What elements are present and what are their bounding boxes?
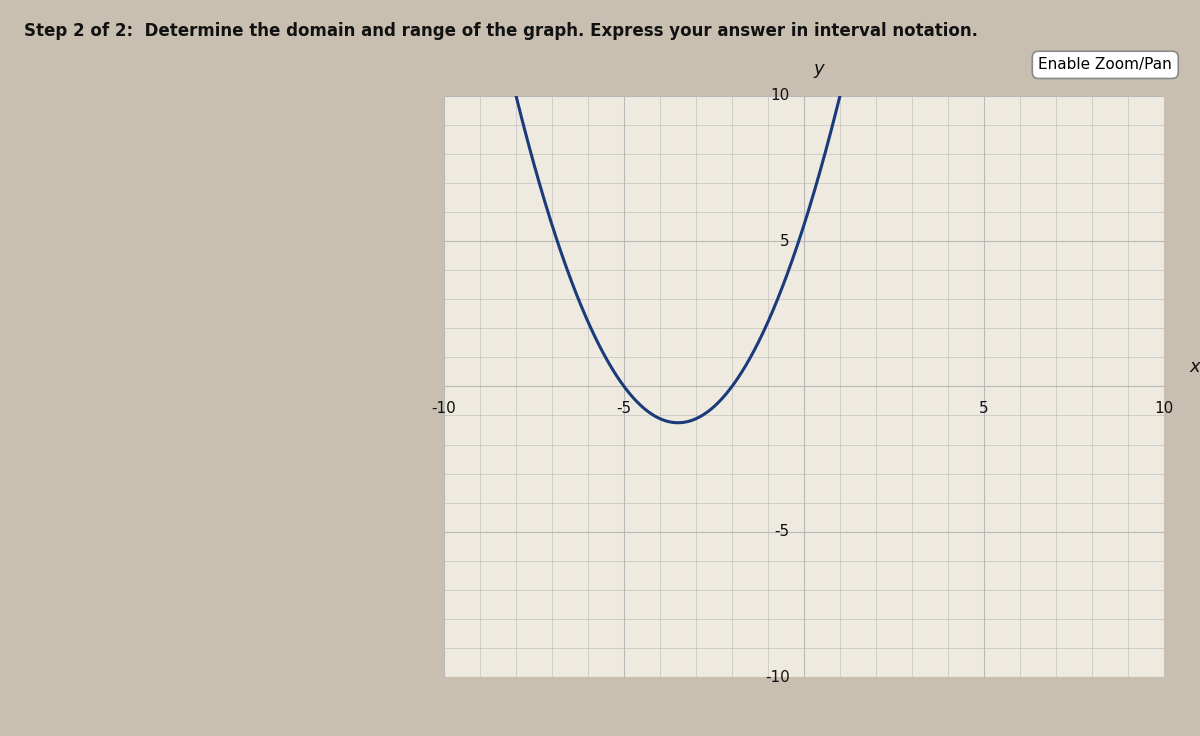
Text: -10: -10 bbox=[764, 670, 790, 684]
Text: 5: 5 bbox=[979, 401, 989, 416]
Text: -10: -10 bbox=[432, 401, 456, 416]
Text: Step 2 of 2:  Determine the domain and range of the graph. Express your answer i: Step 2 of 2: Determine the domain and ra… bbox=[24, 22, 978, 40]
Text: -5: -5 bbox=[617, 401, 631, 416]
Text: 5: 5 bbox=[780, 233, 790, 249]
Text: 10: 10 bbox=[770, 88, 790, 103]
Text: 10: 10 bbox=[1154, 401, 1174, 416]
Text: Enable Zoom/Pan: Enable Zoom/Pan bbox=[1038, 57, 1172, 72]
Text: -5: -5 bbox=[774, 524, 790, 539]
Text: x: x bbox=[1189, 358, 1200, 376]
Text: y: y bbox=[814, 60, 823, 78]
